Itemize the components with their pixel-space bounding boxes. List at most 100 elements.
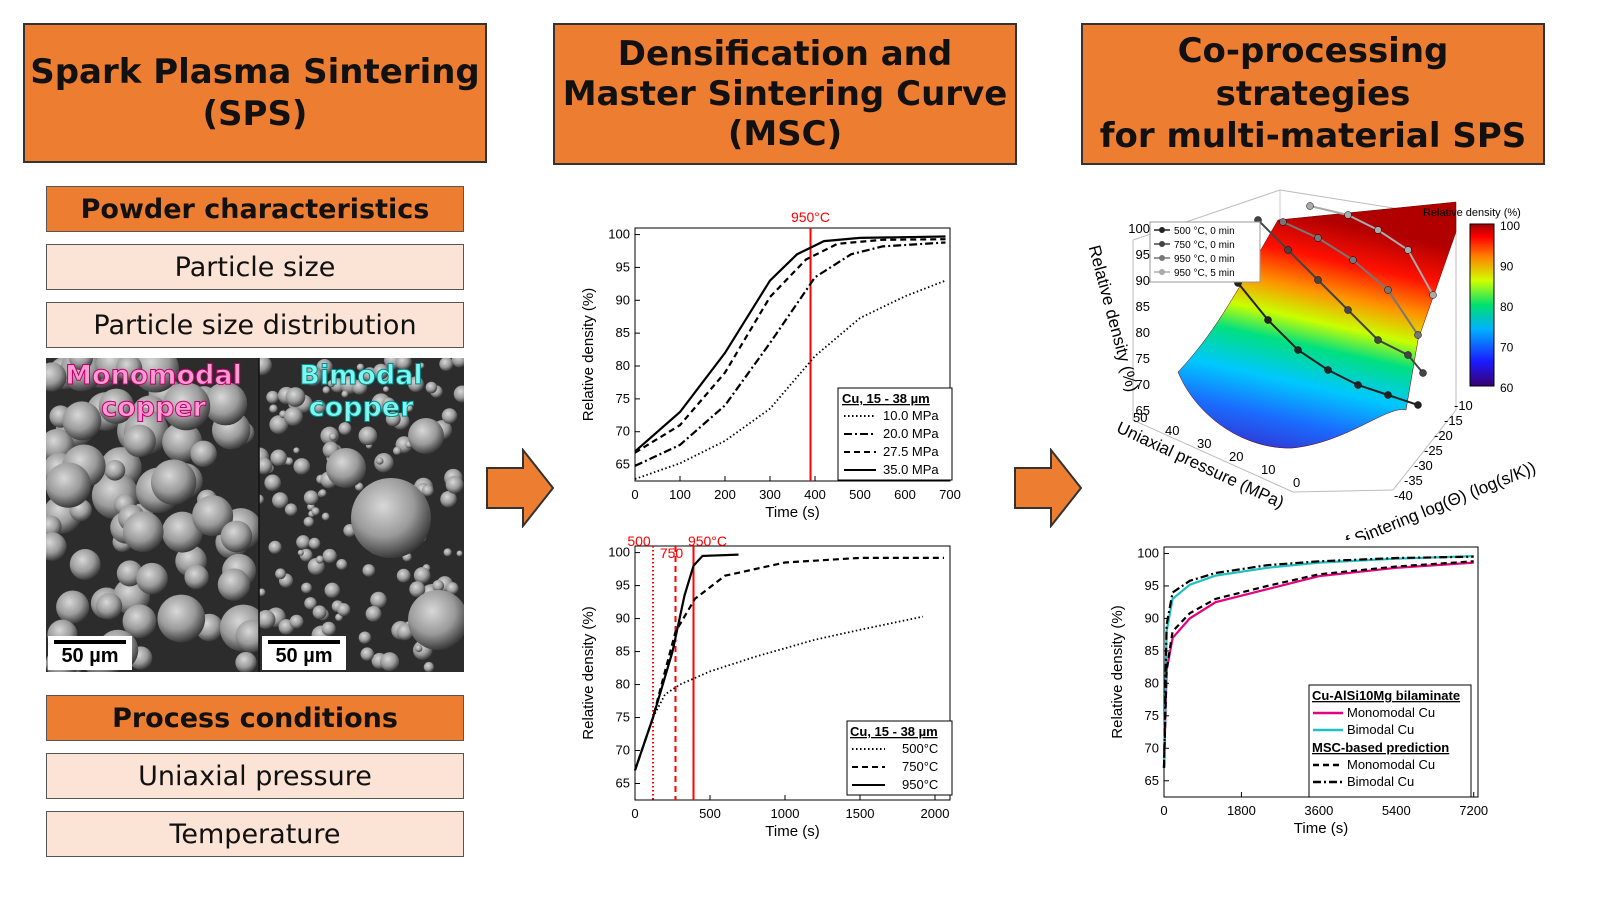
data-point [1414, 331, 1422, 339]
series-line [634, 615, 924, 771]
particle [289, 614, 304, 629]
y-tick-label: 70 [616, 424, 630, 439]
particle [259, 457, 273, 475]
particle [373, 363, 389, 380]
particle [122, 511, 164, 553]
particle [337, 603, 351, 617]
particle [395, 358, 412, 371]
particle [409, 581, 426, 598]
z-tick-label: 75 [1136, 351, 1150, 366]
data-point [1284, 246, 1292, 254]
scale-bar-left: 50 µm [48, 636, 132, 670]
particle [98, 388, 135, 424]
particle [157, 594, 206, 643]
surface-mesh [1177, 201, 1457, 449]
x-tick-label: 0 [1293, 475, 1300, 490]
z-tick-label: 70 [1136, 377, 1150, 392]
y-axis-label: Relative density (%) [580, 606, 597, 739]
temperature-tile: Temperature [46, 811, 464, 857]
particle [382, 386, 390, 393]
particle [122, 604, 157, 639]
chart-bilaminate-densification: 0 1800 3600 5400 7200 65 70 75 80 85 90 95 100 Time (… [1109, 545, 1488, 837]
particle [132, 358, 180, 393]
series-line [1162, 560, 1474, 768]
x-tick-label: 300 [759, 487, 781, 502]
data-point [1344, 211, 1352, 219]
particle [266, 390, 279, 404]
particle [445, 475, 464, 494]
x-tick-label: 0 [631, 806, 638, 821]
temperature-marker-label: 500 [627, 533, 651, 549]
powder-characteristics-header: Powder characteristics [46, 186, 464, 232]
particle [161, 511, 203, 553]
particle [150, 459, 197, 505]
y-tick-label: -40 [1394, 488, 1413, 503]
plot-frame [634, 227, 951, 482]
chart-pressure-densification: 0 100 200 300 400 500 600 700 65 70 75 80 85 90 95 100 T… [580, 209, 961, 521]
particle [311, 399, 326, 414]
y-tick-label: 80 [616, 358, 630, 373]
y-tick-label: 95 [616, 578, 630, 593]
particle [351, 478, 431, 558]
data-point [1344, 306, 1352, 314]
particle [324, 582, 340, 599]
legend-title: Cu, 15 - 38 µm [842, 391, 930, 406]
particle [268, 540, 282, 554]
y-tick-label: 70 [616, 743, 630, 758]
psd-label: Particle size distribution [93, 309, 417, 341]
data-point [1374, 336, 1382, 344]
y-tick-label: 95 [1145, 578, 1159, 593]
powder-characteristics-label: Powder characteristics [80, 193, 430, 225]
series-line [634, 241, 946, 467]
particle [439, 358, 454, 372]
particle [217, 568, 251, 601]
particle [311, 507, 320, 516]
particle [220, 520, 253, 553]
x-tick-label: 200 [714, 487, 736, 502]
series-line [633, 553, 739, 771]
particle-size-tile: Particle size [46, 244, 464, 290]
particle [46, 515, 62, 538]
x-tick-label: 600 [894, 487, 916, 502]
z-tick-label: 65 [1136, 403, 1150, 418]
particle [315, 555, 324, 564]
particle [285, 457, 294, 466]
particle [95, 593, 123, 620]
data-point [1414, 401, 1422, 409]
particle-size-label: Particle size [174, 251, 336, 283]
x-tick-label: 1000 [771, 806, 800, 821]
header-sps: Spark Plasma Sintering (SPS) [23, 23, 487, 163]
x-tick-label: 1800 [1227, 803, 1256, 818]
particle [328, 432, 337, 441]
particle [358, 631, 372, 644]
data-point [1314, 276, 1322, 284]
legend-label: 10.0 MPa [883, 408, 939, 423]
y-axis-label: Relative density (%) [580, 288, 597, 421]
y-tick-label: 90 [1145, 610, 1159, 625]
data-point [1384, 391, 1392, 399]
header-sps-line1: Spark Plasma Sintering [30, 51, 480, 92]
legend-label: 950 °C, 5 min [1174, 268, 1235, 279]
y-axis-label: Relative density (%) [1109, 605, 1126, 738]
particle [275, 568, 286, 580]
z-tick-label: 80 [1136, 325, 1150, 340]
particle [69, 549, 101, 580]
colorbar-tick-label: 70 [1500, 341, 1514, 355]
chart-temperature-densification: 0 500 1000 1500 2000 65 70 75 80 85 90 95 100 Time (s… [580, 533, 953, 840]
particle [338, 422, 352, 436]
data-point [1306, 202, 1314, 210]
series-line [1162, 561, 1474, 768]
particle [115, 358, 143, 382]
x-axis-label: Time (s) [765, 823, 819, 840]
x-tick-label: 500 [699, 806, 721, 821]
particle [432, 579, 445, 592]
particle [270, 449, 287, 467]
particle [296, 535, 311, 550]
particle [123, 424, 156, 458]
x-tick-label: 2000 [921, 806, 950, 821]
particle [312, 605, 327, 620]
particle [269, 404, 278, 413]
particle [284, 503, 298, 516]
data-point [1404, 351, 1412, 359]
legend-label: 27.5 MPa [883, 444, 939, 459]
